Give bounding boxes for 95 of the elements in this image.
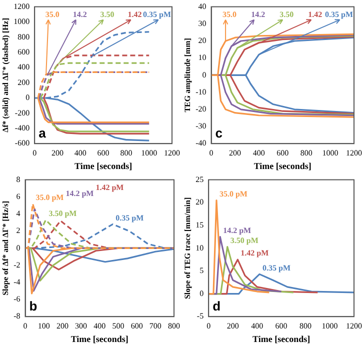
y-tick-label: -4 xyxy=(14,277,20,286)
y-axis-title: Slope of Δf* and ΔΓ* [Hz/s] xyxy=(0,200,10,296)
y-tick-label: 600 xyxy=(18,47,30,56)
y-tick-label: 4 xyxy=(16,209,20,218)
text: 1.42 xyxy=(308,10,322,19)
text: 1.42 pM xyxy=(96,182,124,192)
x-tick-label: 0 xyxy=(32,148,37,158)
x-tick-label: 1200 xyxy=(164,148,180,158)
x-tick-label: 1200 xyxy=(346,148,362,158)
y-tick-label: 5 xyxy=(200,266,204,276)
y-tick-label: -10 xyxy=(196,87,206,96)
y-tick-label: 6 xyxy=(16,192,20,201)
x-tick-label: 1000 xyxy=(141,148,158,158)
y-tick-label: 400 xyxy=(18,62,30,72)
series-label: 3.50 pM xyxy=(230,236,259,245)
series-label: 0.35 pM xyxy=(262,263,291,272)
text: 3.50 xyxy=(280,10,294,19)
x-tick-label: 1200 xyxy=(346,321,362,330)
text: 14.2 xyxy=(72,10,87,19)
text: 0.35 pM xyxy=(325,10,354,19)
series-label: 35.0 pM xyxy=(219,189,248,198)
x-tick-label: 800 xyxy=(168,321,180,330)
y-tick-label: -6 xyxy=(14,294,20,304)
x-tick-label: 500 xyxy=(112,321,124,330)
y-tick-label: 0 xyxy=(26,93,30,102)
x-tick-label: 600 xyxy=(130,321,143,330)
x-tick-label: 400 xyxy=(251,321,264,330)
series-label: 1.42 pM xyxy=(240,248,270,258)
y-tick-label: -5 xyxy=(196,312,204,321)
x-tick-label: 400 xyxy=(94,321,106,330)
y-tick-label: 8 xyxy=(16,174,20,184)
x-tick-label: 600 xyxy=(97,148,110,158)
y-tick-label: 0 xyxy=(200,288,204,298)
text: 3.50 xyxy=(100,10,114,19)
y-tick-label: 1000 xyxy=(14,17,30,26)
x-tick-label: 600 xyxy=(276,148,289,158)
series-label: 0.35 pM xyxy=(143,10,172,19)
series-label: 3.50 pM xyxy=(48,209,78,218)
x-axis-title: Time [seconds] xyxy=(74,160,132,171)
x-tick-label: 200 xyxy=(229,148,242,158)
x-tick-label: 800 xyxy=(120,148,132,158)
y-tick-label: -200 xyxy=(14,108,30,118)
y-tick-label: 20 xyxy=(196,198,204,207)
x-tick-label: 600 xyxy=(275,321,288,330)
annotation: a xyxy=(38,126,47,141)
x-tick-label: 0 xyxy=(209,148,214,158)
y-tick-label: 200 xyxy=(18,78,30,87)
x-tick-label: 100 xyxy=(38,321,50,330)
y-axis-title: Slope of TEG trace [mm/min] xyxy=(182,197,192,300)
x-tick-label: 1000 xyxy=(322,321,338,330)
y-tick-label: -2 xyxy=(14,260,20,270)
y-axis-title: Δf* (solid) and ΔΓ* (dashed) [Hz] xyxy=(0,18,10,132)
x-tick-label: 800 xyxy=(300,321,312,330)
series-label: 35.0 pM xyxy=(36,192,64,202)
y-tick-label: 2 xyxy=(16,226,20,236)
y-tick-label: 40 xyxy=(198,2,206,11)
y-tick-label: 10 xyxy=(198,53,206,62)
x-tick-label: 400 xyxy=(74,148,86,158)
text: 14.2 pM xyxy=(66,188,94,198)
y-tick-label: -40 xyxy=(196,138,206,148)
y-axis-title: TEG amplitude [mm] xyxy=(182,38,192,112)
y-tick-label: -400 xyxy=(14,123,30,132)
y-tick-label: 25 xyxy=(196,174,204,184)
annotation: c xyxy=(215,126,222,141)
text: 35.0 xyxy=(45,10,60,19)
x-tick-label: 400 xyxy=(252,148,265,158)
x-tick-label: 200 xyxy=(226,321,239,330)
x-tick-label: 200 xyxy=(56,321,68,330)
y-tick-label: -20 xyxy=(196,104,206,114)
x-tick-label: 300 xyxy=(75,321,88,330)
y-tick-label: 15 xyxy=(196,220,204,230)
x-axis-title: Time [seconds] xyxy=(70,334,128,344)
text: 1.42 xyxy=(128,10,142,19)
y-tick-label: 20 xyxy=(198,36,206,46)
y-tick-label: 0 xyxy=(202,70,206,80)
x-axis-title: Time [seconds] xyxy=(252,334,310,344)
x-tick-label: 1000 xyxy=(322,148,338,158)
x-tick-label: 800 xyxy=(300,148,312,158)
y-tick-label: 0 xyxy=(16,243,20,252)
x-axis-title: Time [seconds] xyxy=(254,160,312,171)
text: 14.2 xyxy=(251,10,266,19)
y-tick-label: -30 xyxy=(196,122,206,131)
text: 35.0 xyxy=(222,10,237,19)
y-tick-label: 1200 xyxy=(14,2,30,11)
x-tick-label: 700 xyxy=(149,321,162,330)
y-tick-label: -8 xyxy=(14,312,20,321)
series-label: 0.35 pM xyxy=(116,213,144,222)
y-tick-label: 30 xyxy=(198,18,206,28)
x-tick-label: 200 xyxy=(52,148,64,158)
annotation: b xyxy=(29,298,38,314)
series-label: 14.2 pM xyxy=(223,226,252,235)
y-tick-label: -600 xyxy=(14,138,30,148)
annotation: d xyxy=(212,298,221,314)
y-tick-label: 10 xyxy=(196,243,204,252)
y-tick-label: 800 xyxy=(18,32,30,42)
